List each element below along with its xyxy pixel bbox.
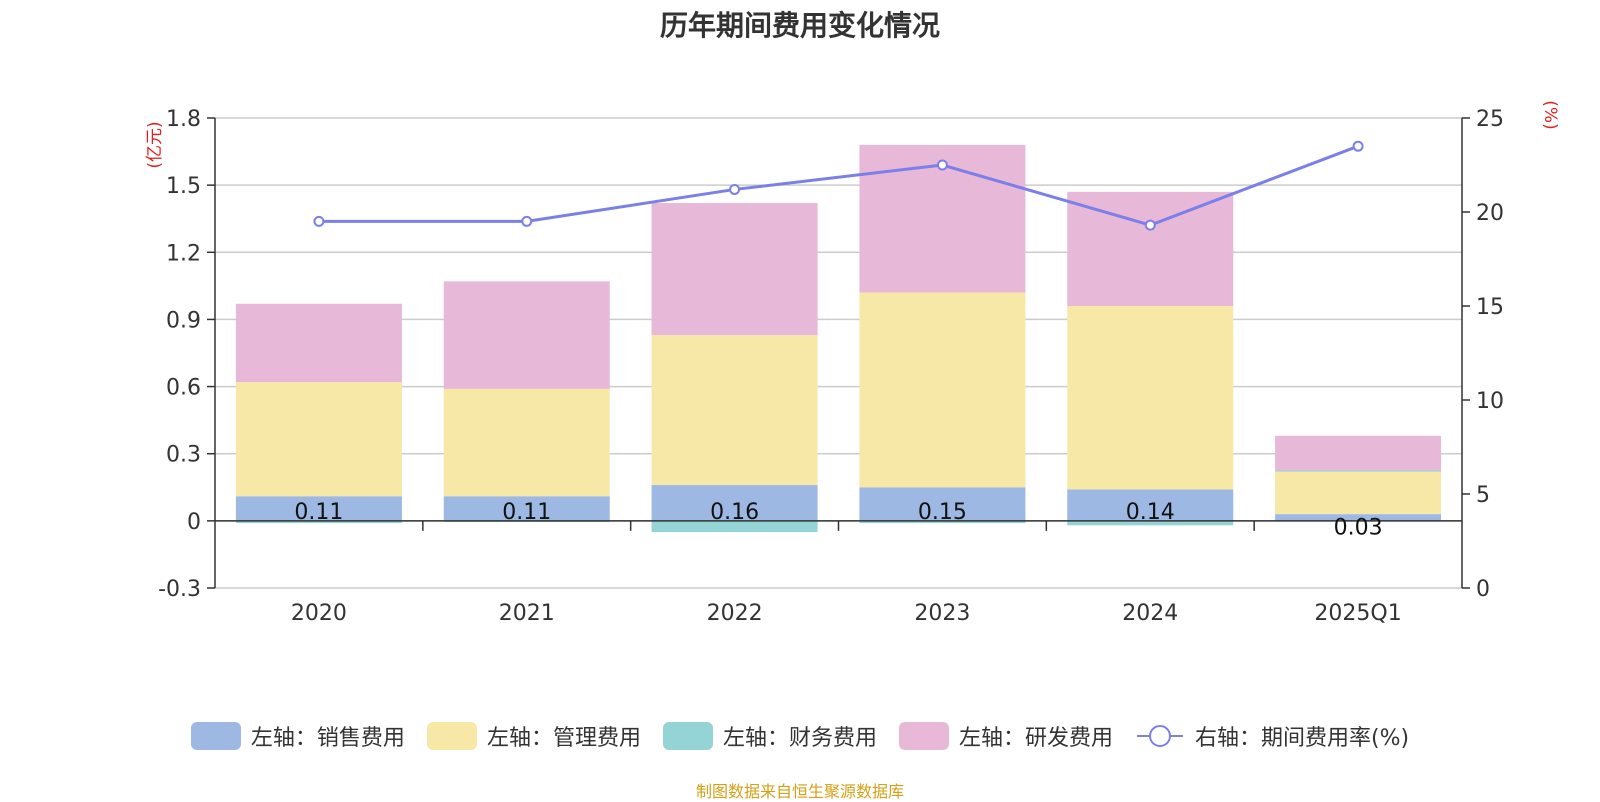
left-tick-label: 0.6 <box>166 376 201 401</box>
x-tick-label: 2023 <box>914 601 970 626</box>
bar-sales <box>235 496 402 521</box>
left-tick-label: 0.9 <box>166 308 201 333</box>
bar-rd <box>1275 435 1442 471</box>
data-label-sales: 0.15 <box>918 500 967 525</box>
x-tick-label: 2021 <box>499 601 555 626</box>
right-axis-unit: (%) <box>1540 100 1560 129</box>
expense-ratio-line <box>318 144 1359 227</box>
legend-label-finance: 左轴：财务费用 <box>722 726 877 751</box>
left-tick-label: 0.3 <box>166 443 201 468</box>
expense-ratio-point <box>1144 219 1156 231</box>
legend-item-expense-ratio[interactable]: 右轴：期间费用率(%) <box>1135 720 1409 752</box>
left-tick-label: 1.2 <box>166 241 201 266</box>
right-tick-label: 25 <box>1476 107 1504 132</box>
legend-label-admin: 左轴：管理费用 <box>486 726 641 751</box>
right-tick-label: 0 <box>1476 577 1490 602</box>
bar-admin <box>443 388 610 497</box>
bar-finance <box>651 520 818 533</box>
legend-swatch-finance <box>662 722 713 750</box>
legend-swatch-admin <box>426 722 477 750</box>
x-tick-label: 2024 <box>1122 601 1178 626</box>
bar-rd <box>651 203 818 336</box>
left-tick-label: 1.8 <box>166 107 201 132</box>
right-tick-label: 5 <box>1476 483 1490 508</box>
legend-swatch-sales <box>190 722 241 750</box>
bar-admin <box>651 335 818 486</box>
chart-title: 历年期间费用变化情况 <box>659 9 940 42</box>
bar-admin <box>1275 471 1442 515</box>
right-tick-label: 20 <box>1476 201 1504 226</box>
legend-item-sales[interactable]: 左轴：销售费用 <box>190 720 405 752</box>
bar-sales <box>443 496 610 521</box>
left-tick-label: -0.3 <box>158 577 201 602</box>
bar-finance <box>1275 470 1442 472</box>
legend-label-sales: 左轴：销售费用 <box>250 726 405 751</box>
expense-ratio-point <box>936 159 948 171</box>
legend-line-marker-icon <box>1136 725 1183 747</box>
bar-finance <box>859 520 1026 524</box>
legend-item-admin[interactable]: 左轴：管理费用 <box>426 720 641 752</box>
x-tick-label: 2020 <box>291 601 347 626</box>
left-tick-label: 0 <box>187 510 201 535</box>
x-tick-label: 2025Q1 <box>1314 601 1401 626</box>
bar-admin <box>235 382 402 497</box>
data-label-sales: 0.11 <box>294 500 343 525</box>
bar-admin <box>859 292 1026 488</box>
data-label-sales: 0.03 <box>1334 516 1383 541</box>
data-label-sales: 0.11 <box>502 500 551 525</box>
legend-swatch-rd <box>898 722 949 750</box>
expense-ratio-point <box>313 215 325 227</box>
legend-item-finance[interactable]: 左轴：财务费用 <box>662 720 877 752</box>
left-tick-label: 1.5 <box>166 174 201 199</box>
bar-finance <box>235 520 402 524</box>
legend-item-rd[interactable]: 左轴：研发费用 <box>898 720 1113 752</box>
right-tick-label: 15 <box>1476 295 1504 320</box>
data-label-sales: 0.14 <box>1126 500 1175 525</box>
expense-ratio-point <box>1352 140 1364 152</box>
bar-admin <box>1067 306 1234 490</box>
bar-rd <box>1067 191 1234 306</box>
x-tick-label: 2022 <box>707 601 763 626</box>
chart-legend: 左轴：销售费用 左轴：管理费用 左轴：财务费用 左轴：研发费用 右轴：期间费用率… <box>0 718 1600 754</box>
legend-label-expense-ratio: 右轴：期间费用率(%) <box>1194 726 1410 751</box>
expense-ratio-point <box>729 183 741 195</box>
bar-finance <box>1067 520 1234 526</box>
left-axis-unit: (亿元) <box>145 121 165 168</box>
expense-ratio-point <box>521 215 533 227</box>
right-tick-label: 10 <box>1476 389 1504 414</box>
bar-rd <box>443 281 610 389</box>
bar-sales <box>651 485 818 521</box>
data-label-sales: 0.16 <box>710 500 759 525</box>
bar-sales <box>1067 489 1234 521</box>
bar-sales <box>1275 514 1442 521</box>
data-source-note: 制图数据来自恒生聚源数据库 <box>695 782 904 801</box>
bar-sales <box>859 487 1026 521</box>
legend-label-rd: 左轴：研发费用 <box>958 726 1113 751</box>
bar-rd <box>235 303 402 383</box>
